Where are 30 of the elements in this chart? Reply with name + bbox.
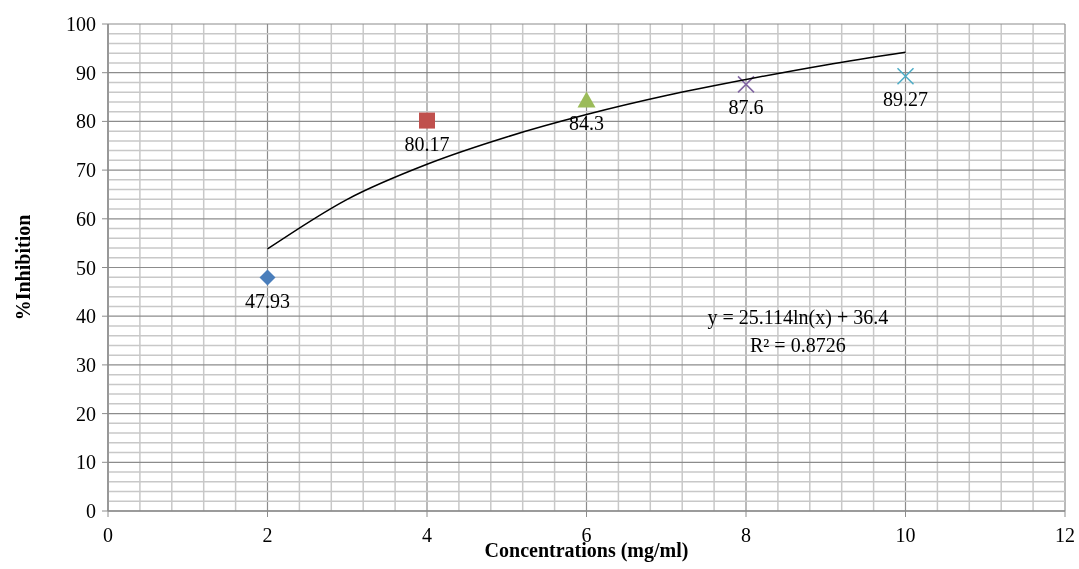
point bbox=[419, 112, 435, 129]
y-tick-label: 20 bbox=[76, 402, 96, 425]
data-label: 89.27 bbox=[883, 88, 928, 111]
point bbox=[577, 91, 596, 108]
y-tick-label: 90 bbox=[76, 61, 96, 84]
y-tick-label: 30 bbox=[76, 353, 96, 376]
data-label: 47.93 bbox=[245, 289, 290, 312]
y-tick-label: 80 bbox=[76, 110, 96, 133]
data-label: 84.3 bbox=[569, 112, 604, 135]
y-tick-label: 0 bbox=[86, 500, 96, 522]
y-tick-label: 60 bbox=[76, 207, 96, 230]
x-tick-label: 4 bbox=[422, 524, 432, 546]
x-tick-label: 10 bbox=[895, 524, 916, 546]
data-label: 80.17 bbox=[404, 132, 450, 155]
y-tick-label: 50 bbox=[76, 256, 96, 279]
annotation: y = 25.114ln(x) + 36.4 bbox=[707, 306, 889, 330]
y-axis-title: %Inhibition bbox=[12, 214, 34, 321]
point bbox=[259, 269, 276, 286]
point bbox=[896, 67, 915, 86]
y-tick-label: 10 bbox=[76, 451, 96, 474]
data-label: 87.6 bbox=[728, 96, 764, 119]
x-tick-label: 8 bbox=[741, 524, 751, 546]
x-tick-label: 0 bbox=[103, 524, 113, 546]
x-tick-label: 2 bbox=[262, 524, 273, 546]
annotation: R² = 0.8726 bbox=[750, 334, 846, 357]
x-tick-label: 12 bbox=[1055, 524, 1075, 546]
point bbox=[737, 75, 755, 94]
y-tick-label: 70 bbox=[76, 159, 96, 182]
y-tick-label: 40 bbox=[76, 305, 96, 328]
y-tick-label: 100 bbox=[66, 13, 96, 35]
